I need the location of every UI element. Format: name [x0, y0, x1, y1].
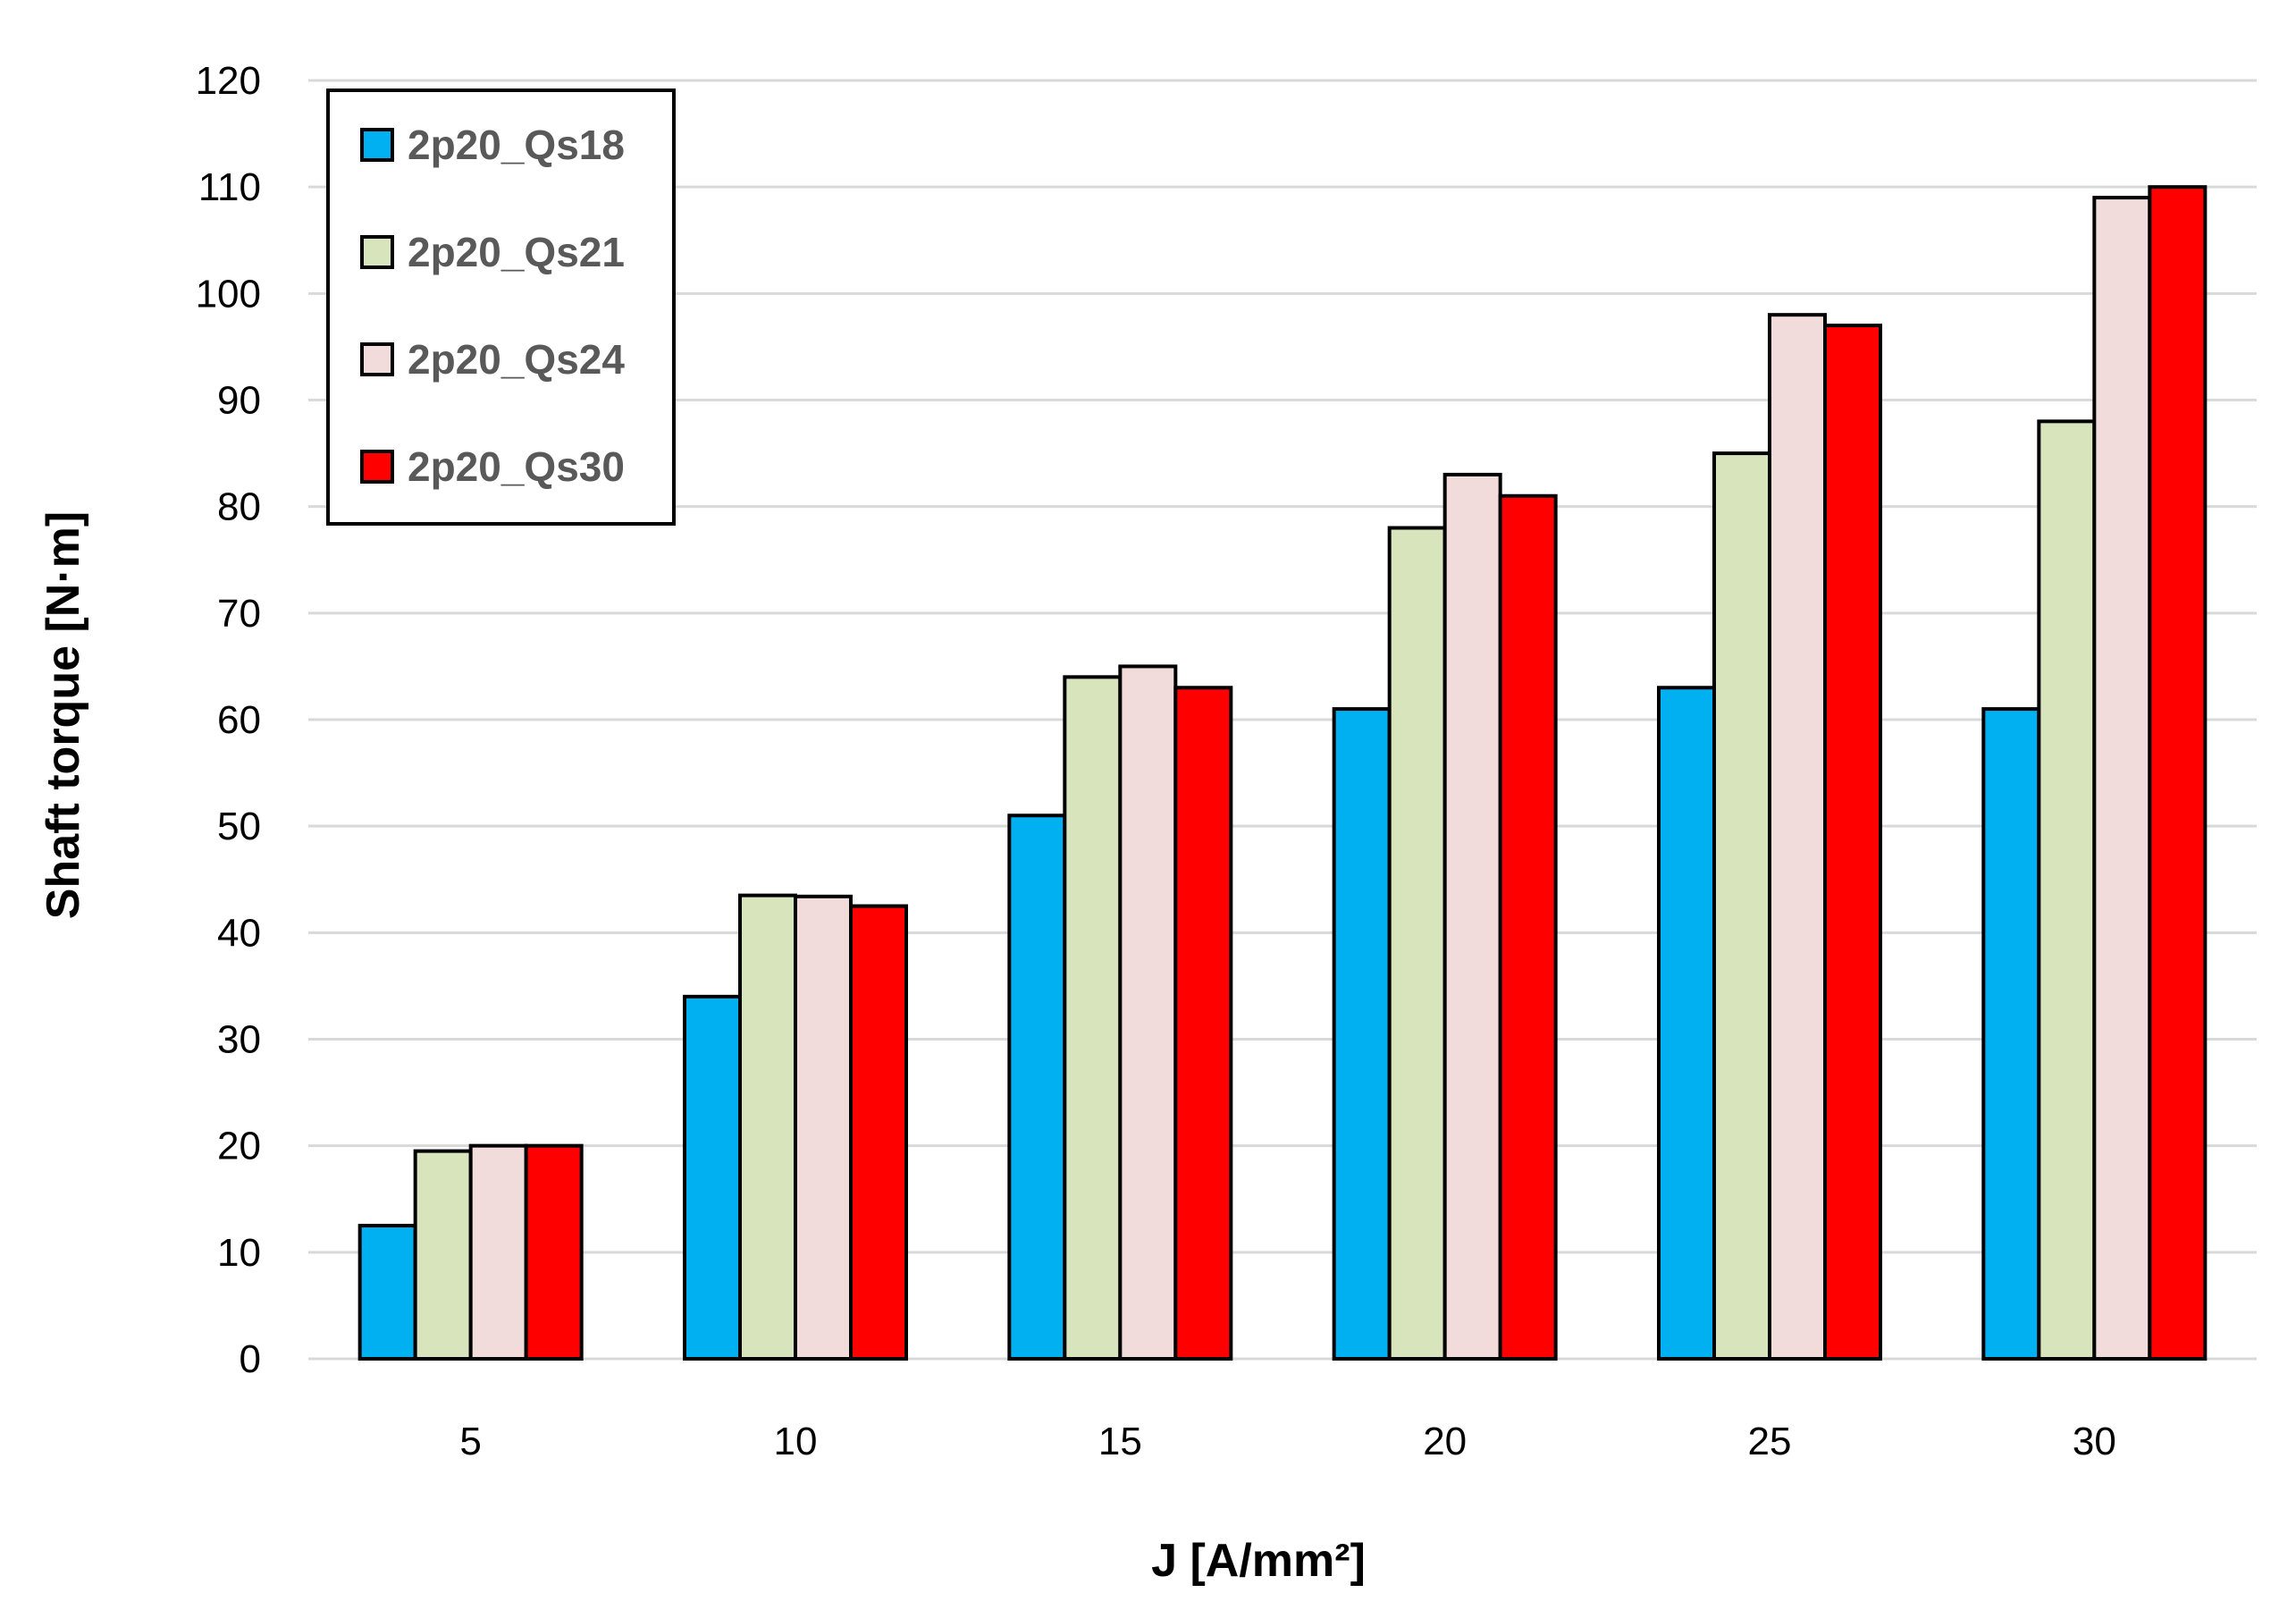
y-tick-label: 100: [196, 272, 261, 316]
bar-2p20_Qs24-30: [2092, 196, 2152, 1361]
bar-2p20_Qs24-15: [1118, 664, 1178, 1361]
y-tick-label: 30: [217, 1018, 261, 1062]
bar-2p20_Qs30-15: [1173, 686, 1233, 1361]
bar-2p20_Qs24-20: [1442, 472, 1502, 1361]
y-tick-label: 60: [217, 698, 261, 742]
y-tick-label: 10: [217, 1231, 261, 1275]
y-tick-label: 0: [240, 1337, 261, 1381]
y-tick-label: 90: [217, 379, 261, 423]
legend-swatch: [360, 342, 394, 376]
bar-2p20_Qs18-15: [1007, 813, 1067, 1361]
x-tick-label: 15: [1098, 1420, 1142, 1463]
bar-2p20_Qs18-30: [1981, 707, 2041, 1361]
bar-2p20_Qs24-10: [794, 894, 853, 1361]
y-tick-label: 70: [217, 592, 261, 636]
y-tick-label: 20: [217, 1125, 261, 1168]
x-tick-label: 10: [774, 1420, 818, 1463]
x-tick-label: 30: [2073, 1420, 2116, 1463]
bar-2p20_Qs18-10: [683, 994, 742, 1361]
bar-2p20_Qs21-15: [1063, 675, 1123, 1361]
legend-label: 2p20_Qs24: [408, 336, 625, 383]
y-axis-title: Shaft torque [N·m]: [38, 511, 89, 919]
bar-2p20_Qs21-10: [738, 893, 797, 1361]
bar-2p20_Qs30-30: [2148, 185, 2208, 1361]
bar-2p20_Qs18-5: [357, 1224, 417, 1361]
bar-2p20_Qs18-20: [1332, 707, 1392, 1361]
y-tick-label: 110: [198, 165, 261, 209]
x-axis-ticks: 5 10 15 20 25 30: [459, 1420, 2115, 1463]
bar-2p20_Qs18-25: [1657, 686, 1716, 1361]
bar-2p20_Qs21-30: [2037, 419, 2097, 1361]
bar-2p20_Qs21-5: [413, 1149, 473, 1361]
legend-label: 2p20_Qs21: [408, 229, 625, 275]
x-axis-title: J [A/mm²]: [1151, 1535, 1366, 1587]
legend-swatch: [360, 128, 394, 162]
bar-2p20_Qs21-20: [1387, 526, 1447, 1361]
legend: 2p20_Qs18 2p20_Qs21 2p20_Qs24 2p20_Qs30: [326, 89, 676, 526]
bar-2p20_Qs21-25: [1712, 451, 1771, 1361]
y-tick-label: 40: [217, 911, 261, 955]
legend-label: 2p20_Qs18: [408, 122, 625, 168]
bar-2p20_Qs30-10: [849, 904, 908, 1361]
bar-2p20_Qs30-5: [524, 1143, 584, 1361]
bars: [357, 185, 2208, 1361]
y-tick-label: 120: [196, 59, 261, 103]
legend-swatch: [360, 450, 394, 484]
bar-2p20_Qs30-20: [1498, 493, 1558, 1361]
bar-2p20_Qs30-25: [1823, 324, 1882, 1361]
bar-2p20_Qs24-5: [468, 1143, 528, 1361]
x-tick-label: 25: [1748, 1420, 1792, 1463]
legend-swatch: [360, 235, 394, 269]
x-tick-label: 5: [459, 1420, 481, 1463]
bar-2p20_Qs24-25: [1768, 313, 1827, 1361]
y-tick-label: 80: [217, 485, 261, 529]
legend-label: 2p20_Qs30: [408, 443, 625, 490]
y-axis-ticks: 0 10 20 30 40 50 60 70 80 90 100 110 120: [196, 59, 261, 1381]
y-tick-label: 50: [217, 805, 261, 848]
x-tick-label: 20: [1423, 1420, 1467, 1463]
